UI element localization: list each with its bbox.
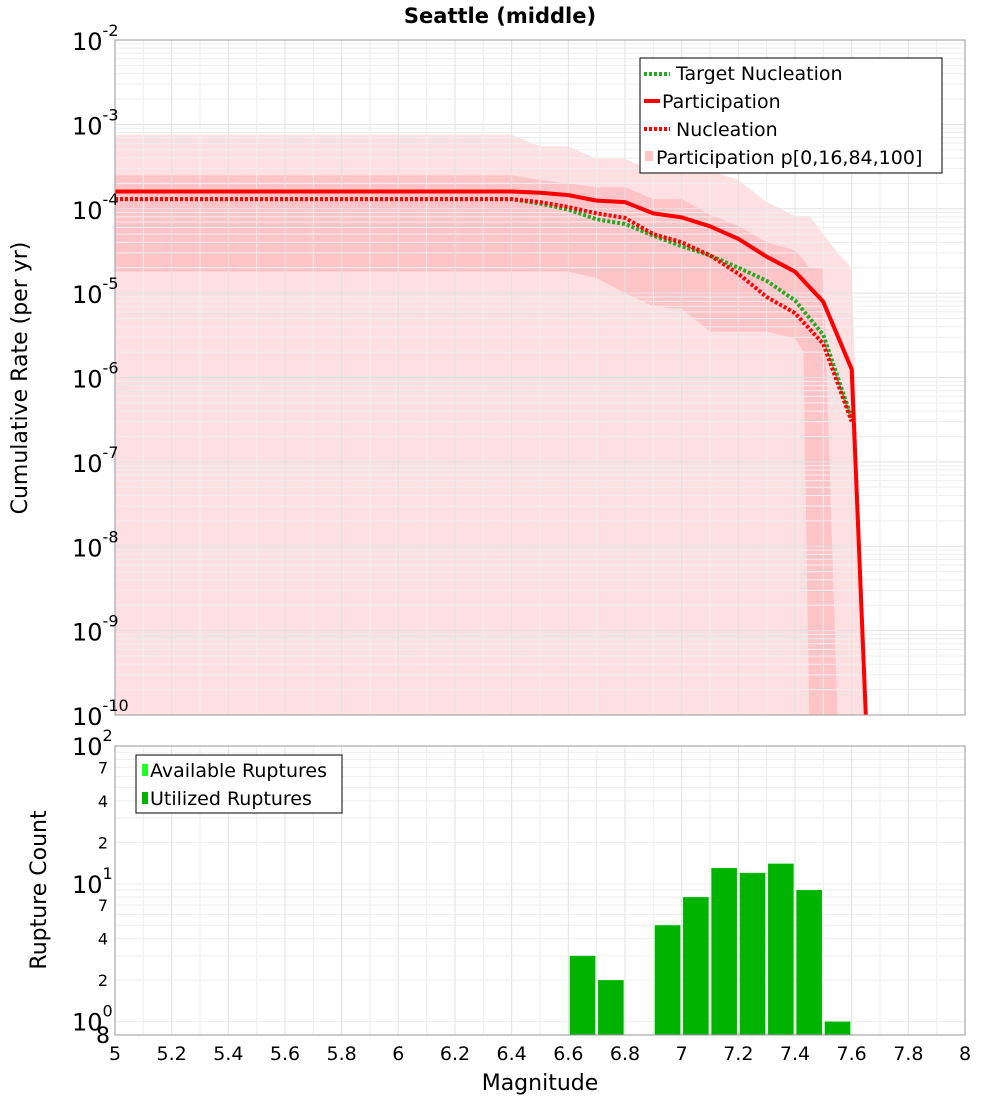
x-tick-label: 6.4 xyxy=(497,1043,527,1065)
rate-y-tick-label: 10-6 xyxy=(72,359,119,394)
x-tick-label: 5.4 xyxy=(213,1043,243,1065)
legend-nucleation: Nucleation xyxy=(676,119,778,141)
legend-participation: Participation xyxy=(662,91,781,113)
bar-utilized-ruptures xyxy=(569,955,596,1035)
chart-title: Seattle (middle) xyxy=(404,4,596,28)
count-y-tick-label: 2 xyxy=(98,971,108,990)
series-participation xyxy=(115,189,868,716)
x-tick-label: 5.6 xyxy=(270,1043,300,1065)
rate-y-ticks: 10-2 10-3 10-4 10-5 10-6 10-7 10-8 10-9 10-10 xyxy=(72,21,129,731)
count-y-tick-label: 8 xyxy=(96,1024,110,1049)
percentile-bands xyxy=(115,134,866,715)
rate-y-tick-label: 10-8 xyxy=(72,527,119,562)
x-tick-label: 7.8 xyxy=(893,1043,923,1065)
x-tick-label: 5.2 xyxy=(157,1043,187,1065)
series-nucleation xyxy=(115,197,854,423)
count-y-tick-label: 101 xyxy=(72,864,113,899)
x-tick-label: 7.6 xyxy=(837,1043,867,1065)
count-y-axis-label: Rupture Count xyxy=(27,810,52,970)
count-y-tick-label: 4 xyxy=(98,792,108,811)
x-tick-label: 7.2 xyxy=(723,1043,753,1065)
x-tick-label: 7.4 xyxy=(780,1043,810,1065)
legend-target-nucleation: Target Nucleation xyxy=(675,63,843,85)
magnitude-x-ticks: 5 5.2 5.4 5.6 5.8 6 6.2 6.4 6.6 6.8 7 7.2 7.4 7.6 7.8 8 xyxy=(109,1043,971,1065)
bar-utilized-ruptures xyxy=(739,872,766,1035)
x-tick-label: 6.6 xyxy=(553,1043,583,1065)
count-y-tick-label: 7 xyxy=(98,896,108,915)
count-y-tick-label: 7 xyxy=(98,758,108,777)
bar-utilized-ruptures xyxy=(711,868,737,1035)
rate-y-tick-label: 10-7 xyxy=(72,443,119,478)
legend-swatch-available xyxy=(142,764,148,776)
x-tick-label: 7 xyxy=(676,1043,688,1065)
bar-utilized-ruptures xyxy=(824,1021,851,1035)
x-tick-label: 6.2 xyxy=(440,1043,470,1065)
count-y-tick-label: 2 xyxy=(98,833,108,852)
x-tick-label: 8 xyxy=(959,1043,971,1065)
rate-y-tick-label: 10-2 xyxy=(72,21,119,56)
rate-panel: 10-2 10-3 10-4 10-5 10-6 10-7 10-8 10-9 10-10 Cu… xyxy=(8,21,966,731)
legend-swatch-utilized xyxy=(142,792,148,804)
count-y-tick-label: 100 xyxy=(72,1002,113,1037)
rate-y-tick-label: 10-3 xyxy=(72,105,119,140)
x-tick-label: 6 xyxy=(392,1043,404,1065)
legend-available-ruptures: Available Ruptures xyxy=(150,760,327,782)
rate-y-tick-label: 10-10 xyxy=(72,696,129,731)
count-bars xyxy=(569,863,851,1035)
rate-y-tick-label: 10-5 xyxy=(72,274,119,309)
rate-series xyxy=(115,189,868,716)
rate-y-axis-label: Cumulative Rate (per yr) xyxy=(8,242,33,515)
rate-y-tick-label: 10-4 xyxy=(72,190,119,225)
rate-legend: Target Nucleation Participation Nucleati… xyxy=(639,57,943,174)
legend-utilized-ruptures: Utilized Ruptures xyxy=(150,788,312,810)
bar-utilized-ruptures xyxy=(796,890,822,1035)
legend-swatch-band xyxy=(645,151,653,161)
count-y-tick-label: 102 xyxy=(72,726,113,761)
x-tick-label: 5.8 xyxy=(327,1043,357,1065)
legend-participation-band: Participation p[0,16,84,100] xyxy=(656,147,922,169)
bar-utilized-ruptures xyxy=(598,980,624,1035)
rate-y-tick-label: 10-9 xyxy=(72,612,119,647)
band-participation-p-16-84- xyxy=(115,175,838,715)
count-legend: Available Ruptures Utilized Ruptures xyxy=(135,754,343,814)
bar-utilized-ruptures xyxy=(654,925,681,1035)
bar-utilized-ruptures xyxy=(683,897,709,1035)
x-axis-label: Magnitude xyxy=(482,1071,599,1096)
x-tick-label: 6.8 xyxy=(610,1043,640,1065)
x-tick-label: 5 xyxy=(109,1043,121,1065)
bar-utilized-ruptures xyxy=(768,863,794,1035)
count-y-tick-label: 4 xyxy=(98,930,108,949)
